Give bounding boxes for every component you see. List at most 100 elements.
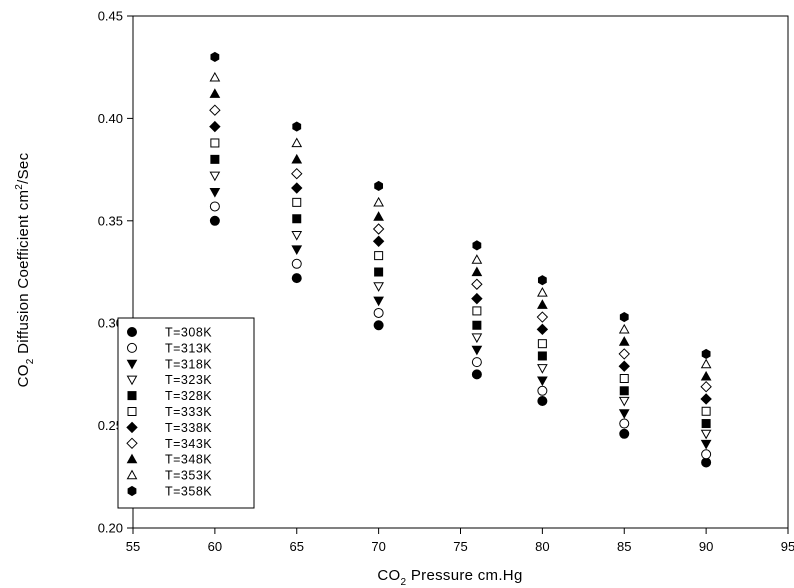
data-point [373, 296, 384, 307]
legend-marker [126, 359, 138, 370]
y-tick-label: 0.25 [98, 418, 123, 433]
data-point [471, 266, 483, 277]
data-point [536, 311, 549, 323]
data-point [291, 182, 303, 194]
x-tick-label: 90 [699, 539, 713, 554]
data-point [209, 120, 221, 133]
legend-label: T=358K [165, 485, 212, 499]
data-point [618, 323, 630, 334]
legend-label: T=323K [165, 373, 212, 387]
data-point [372, 235, 385, 247]
data-point [701, 348, 711, 359]
legend-label: T=313K [165, 341, 212, 355]
y-tick-label: 0.40 [98, 111, 123, 126]
x-tick-label: 55 [126, 539, 140, 554]
legend-marker [127, 485, 137, 497]
data-point [700, 439, 712, 450]
legend-label: T=338K [165, 421, 212, 435]
data-point [472, 306, 482, 316]
data-points [209, 51, 712, 468]
data-point [618, 336, 630, 346]
data-point [291, 167, 303, 180]
y-tick-label: 0.45 [98, 9, 123, 24]
data-point [700, 393, 712, 405]
legend-marker [127, 407, 137, 416]
data-point [373, 307, 384, 318]
data-point [373, 196, 384, 207]
x-axis-title: CO2 Pressure cm.Hg [377, 567, 522, 588]
x-tick-label: 95 [781, 539, 794, 554]
x-tick-label: 80 [535, 539, 549, 554]
data-point [291, 273, 302, 284]
data-point [210, 154, 220, 164]
data-point [471, 357, 482, 368]
data-point [619, 428, 630, 439]
y-tick-label: 0.35 [98, 213, 123, 228]
data-point [701, 457, 712, 468]
data-point [618, 360, 630, 372]
data-point [209, 188, 221, 198]
data-point [618, 409, 630, 419]
data-point [472, 320, 482, 330]
y-tick-label: 0.30 [98, 316, 123, 331]
data-point [291, 231, 303, 241]
data-point [619, 386, 629, 396]
data-point [373, 211, 384, 221]
data-point [471, 333, 483, 344]
legend-marker [126, 421, 138, 434]
x-tick-label: 60 [208, 539, 222, 554]
data-point [537, 299, 548, 309]
legend-marker [127, 327, 137, 337]
y-axis-title: CO2 Diffusion Coefficient cm2/Sec [14, 152, 36, 387]
data-point [291, 153, 303, 164]
data-point [292, 121, 302, 132]
data-point [374, 251, 384, 261]
legend-label: T=348K [165, 453, 212, 467]
data-point [537, 275, 547, 286]
data-point [618, 348, 630, 360]
data-point [537, 351, 547, 361]
legend-marker [126, 437, 138, 450]
legend-marker [127, 342, 137, 353]
data-point [619, 373, 629, 383]
data-point [374, 267, 384, 277]
legend-label: T=333K [165, 405, 212, 419]
data-point [209, 201, 220, 212]
y-tick-label: 0.20 [98, 521, 123, 536]
data-point [210, 138, 220, 148]
data-point [700, 358, 712, 369]
x-tick-label: 70 [371, 539, 385, 554]
data-point [209, 215, 220, 226]
data-point [700, 380, 712, 393]
data-point [619, 418, 630, 429]
data-point [537, 339, 547, 349]
data-point [209, 71, 221, 82]
data-point [209, 171, 221, 182]
data-point [292, 197, 302, 207]
data-point [209, 88, 221, 98]
data-point [291, 137, 303, 148]
data-point [618, 396, 630, 407]
data-point [537, 376, 548, 387]
data-point [471, 292, 483, 305]
data-point [471, 278, 483, 290]
data-point [373, 282, 384, 292]
x-axis-ticks: 55 60 65 70 75 80 85 90 95 [126, 528, 794, 554]
legend-label: T=353K [165, 469, 212, 483]
data-point [291, 245, 303, 256]
data-point [537, 364, 548, 374]
data-point [372, 223, 385, 235]
legend-label: T=328K [165, 389, 212, 403]
legend-marker [127, 391, 137, 401]
data-point [292, 214, 302, 224]
data-point [701, 406, 711, 416]
data-point [700, 429, 712, 440]
data-point [291, 258, 302, 269]
data-point [374, 180, 384, 192]
data-point [471, 369, 482, 380]
data-point [536, 323, 549, 336]
data-point [537, 385, 548, 396]
